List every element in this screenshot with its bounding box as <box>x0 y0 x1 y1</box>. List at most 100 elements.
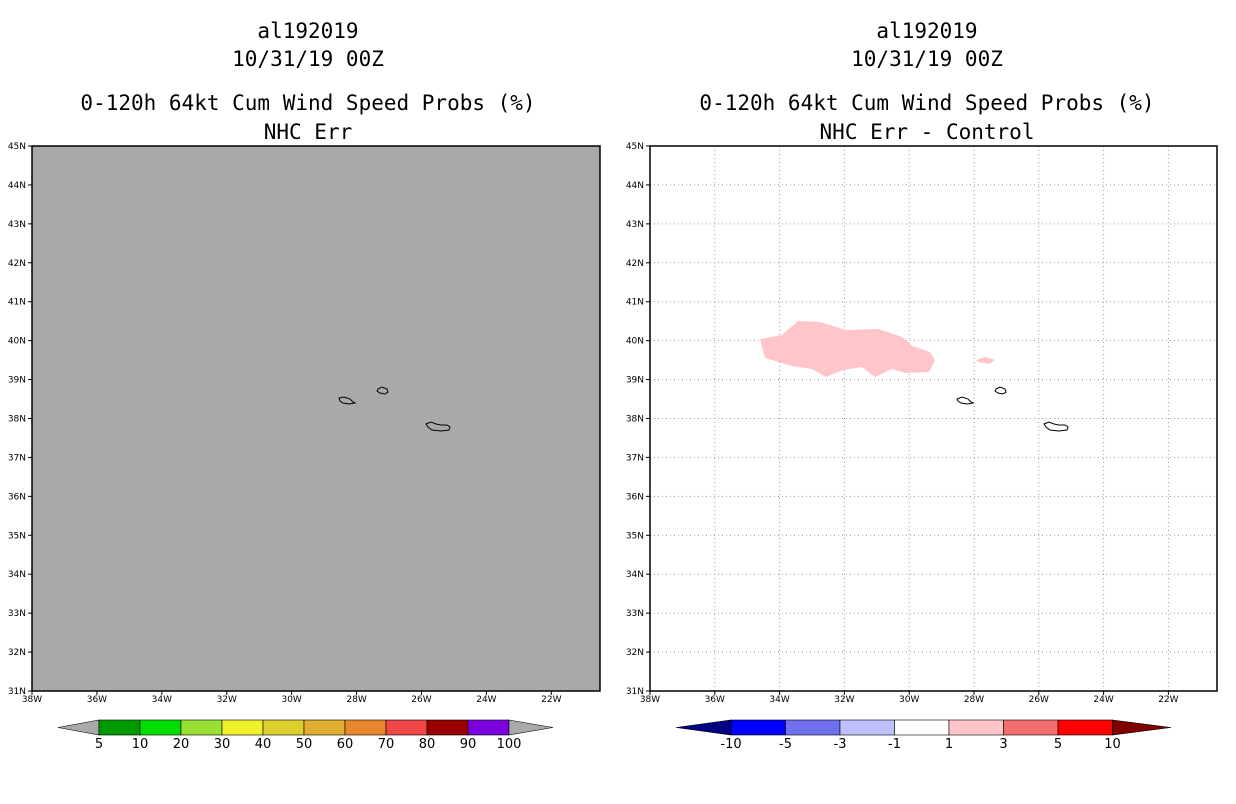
lat-label: 35N <box>626 531 644 541</box>
colorbar-under-arrow <box>675 719 732 736</box>
lat-label: 40N <box>8 337 26 347</box>
lat-label: 36N <box>626 492 644 502</box>
lon-label: 36W <box>705 695 725 705</box>
lon-label: 28W <box>964 695 984 705</box>
island-outline <box>994 386 1007 395</box>
colorbar-box <box>1003 719 1059 736</box>
left-colorbar: 5 10 20 30 40 50 60 70 80 90 100 <box>57 719 554 752</box>
colorbar-label: 70 <box>378 737 395 752</box>
right-difference-field <box>650 146 1217 691</box>
colorbar-box <box>139 719 182 736</box>
lat-label: 43N <box>626 220 644 230</box>
colorbar-label: 90 <box>460 737 477 752</box>
colorbar-box <box>385 719 428 736</box>
lat-label: 37N <box>8 453 26 463</box>
island-outline <box>425 421 451 432</box>
colorbar-box <box>344 719 387 736</box>
right-anomaly-areas <box>760 321 995 377</box>
lat-label: 32N <box>626 648 644 658</box>
lon-label: 26W <box>411 695 431 705</box>
colorbar-label: 30 <box>214 737 231 752</box>
lat-label: 42N <box>8 259 26 269</box>
lat-label: 33N <box>626 609 644 619</box>
colorbar-label: 60 <box>337 737 354 752</box>
colorbar-label: -5 <box>779 737 792 752</box>
lat-label: 42N <box>626 259 644 269</box>
lat-label: 36N <box>8 492 26 502</box>
lat-label: 34N <box>8 570 26 580</box>
lon-label: 34W <box>769 695 789 705</box>
colorbar-box <box>948 719 1004 736</box>
left-subtitle: NHC Err <box>264 120 353 144</box>
colorbar-label: 10 <box>1104 737 1121 752</box>
island-outline <box>956 396 975 405</box>
colorbar-over-arrow <box>508 719 554 736</box>
lon-label: 32W <box>834 695 854 705</box>
colorbar-label: 1 <box>945 737 953 752</box>
lat-label: 37N <box>626 453 644 463</box>
colorbar-label: 40 <box>255 737 272 752</box>
left-probability-field <box>32 146 600 691</box>
left-lat-labels: 31N 32N 33N 34N 35N 36N 37N 38N 39N 40N 41N 42N 43N 4… <box>8 142 26 697</box>
colorbar-label: -1 <box>888 737 901 752</box>
lon-label: 38W <box>22 695 42 705</box>
colorbar-label: 5 <box>1054 737 1062 752</box>
lat-label: 43N <box>8 220 26 230</box>
left-map-panel: 31N 32N 33N 34N 35N 36N 37N 38N 39N 40N 41N 42N 43N 4… <box>8 142 601 705</box>
colorbar-label: 3 <box>999 737 1007 752</box>
right-lon-labels: 38W 36W 34W 32W 30W 28W 26W 24W 22W <box>640 695 1179 705</box>
right-panel-title: al192019 10/31/19 00Z 0-120h 64kt Cum Wi… <box>699 19 1154 144</box>
colorbar-label: 5 <box>95 737 103 752</box>
lon-label: 38W <box>640 695 660 705</box>
lat-label: 44N <box>626 181 644 191</box>
right-subtitle: NHC Err - Control <box>820 120 1035 144</box>
right-colorbar: -10 -5 -3 -1 1 3 5 10 <box>675 719 1172 752</box>
anomaly-area <box>760 321 935 377</box>
colorbar-label: -10 <box>720 737 741 752</box>
colorbar-over-arrow <box>1112 719 1172 736</box>
island-outline <box>338 396 357 405</box>
colorbar-box <box>180 719 223 736</box>
colorbar-box <box>1057 719 1113 736</box>
lat-label: 39N <box>8 376 26 386</box>
right-map-frame <box>649 145 1218 692</box>
lat-label: 38N <box>626 415 644 425</box>
lat-label: 40N <box>626 337 644 347</box>
lon-label: 26W <box>1029 695 1049 705</box>
lon-label: 24W <box>1093 695 1113 705</box>
colorbar-label: 10 <box>132 737 149 752</box>
lat-label: 33N <box>8 609 26 619</box>
lat-label: 31N <box>8 687 26 697</box>
lat-label: 31N <box>626 687 644 697</box>
lon-label: 22W <box>1158 695 1178 705</box>
left-product-title: 0-120h 64kt Cum Wind Speed Probs (%) <box>80 91 535 115</box>
lon-label: 28W <box>346 695 366 705</box>
lat-label: 44N <box>8 181 26 191</box>
lat-label: 39N <box>626 376 644 386</box>
colorbar-box <box>730 719 786 736</box>
colorbar-box <box>98 719 141 736</box>
lat-label: 41N <box>626 298 644 308</box>
lat-label: 45N <box>626 142 644 152</box>
lat-label: 45N <box>8 142 26 152</box>
colorbar-label: 80 <box>419 737 436 752</box>
lon-label: 24W <box>476 695 496 705</box>
anomaly-area <box>976 357 995 364</box>
right-datetime: 10/31/19 00Z <box>851 47 1003 71</box>
left-datetime: 10/31/19 00Z <box>232 47 384 71</box>
colorbar-box <box>262 719 305 736</box>
left-lon-labels: 38W 36W 34W 32W 30W 28W 26W 24W 22W <box>22 695 562 705</box>
colorbar-box <box>894 719 950 736</box>
left-panel-title: al192019 10/31/19 00Z 0-120h 64kt Cum Wi… <box>80 19 535 144</box>
lon-label: 34W <box>152 695 172 705</box>
lon-label: 30W <box>899 695 919 705</box>
island-outline <box>1043 421 1069 432</box>
colorbar-label: -3 <box>834 737 847 752</box>
right-islands <box>956 386 1069 432</box>
colorbar-label: 20 <box>173 737 190 752</box>
lat-label: 41N <box>8 298 26 308</box>
lon-label: 32W <box>217 695 237 705</box>
lon-label: 36W <box>87 695 107 705</box>
colorbar-box <box>303 719 346 736</box>
